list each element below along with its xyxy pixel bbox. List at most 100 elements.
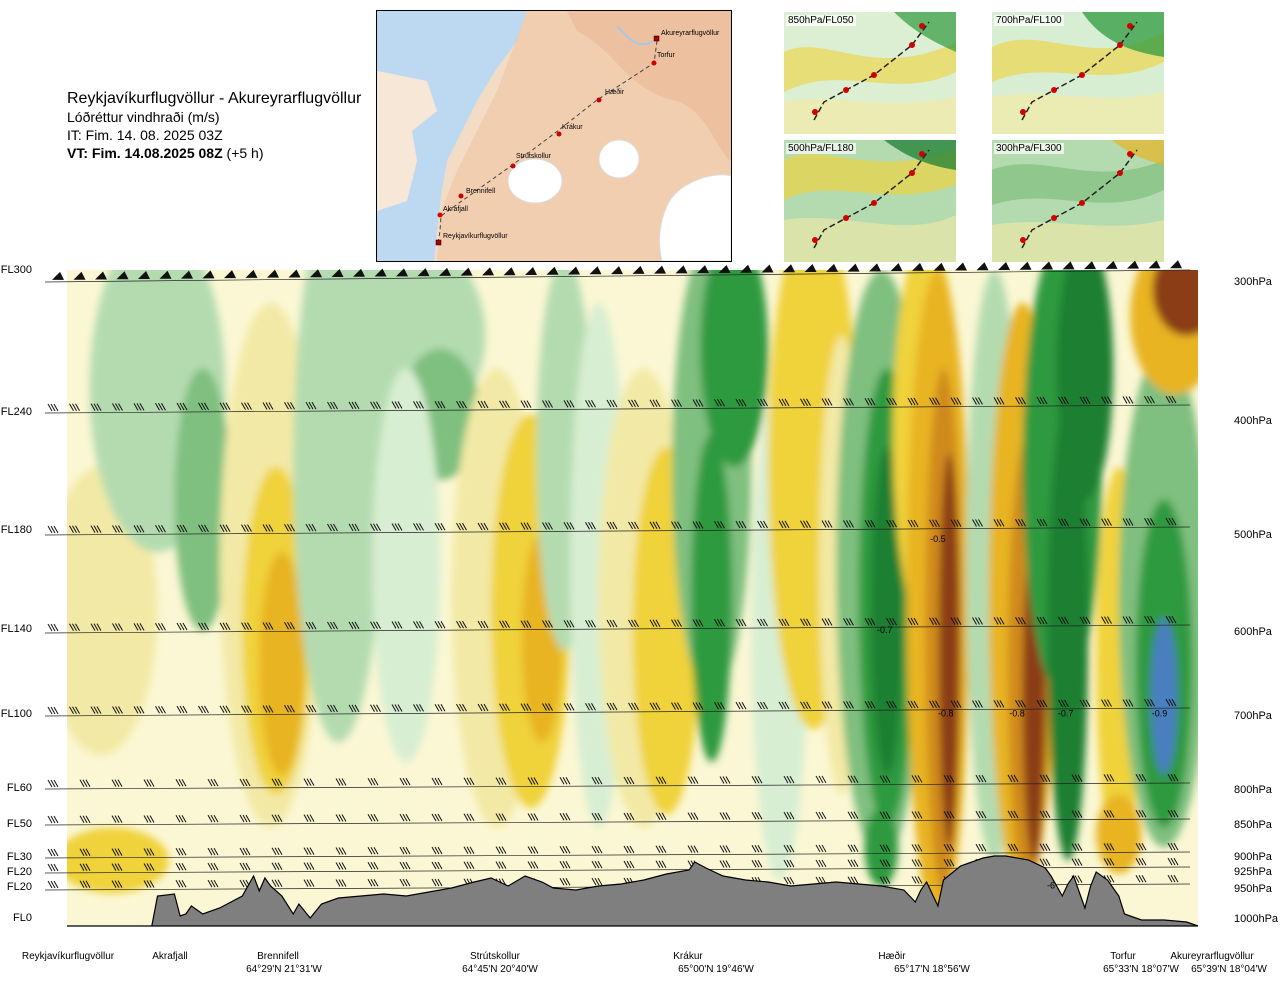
wind-barb xyxy=(370,523,381,531)
barb-level-line xyxy=(44,624,1191,634)
wind-barb xyxy=(761,264,774,273)
wind-barb xyxy=(800,398,811,406)
wind-barb xyxy=(671,521,682,529)
panel-500hpa-svg xyxy=(784,140,956,262)
pressure-axis: 300hPa 400hPa 500hPa 600hPa 700hPa 800hPa 850h… xyxy=(1234,276,1279,925)
wind-barb xyxy=(714,521,725,529)
wind-barb xyxy=(47,779,59,788)
wind-barb xyxy=(284,622,295,630)
contour-value-label: -6 xyxy=(1047,881,1055,891)
wind-barb xyxy=(460,267,473,276)
wind-barb xyxy=(843,701,854,709)
wind-barb xyxy=(591,877,603,886)
panel-300hpa-label: 300hPa/FL300 xyxy=(994,143,1064,154)
wind-barb xyxy=(239,847,251,856)
wind-barb xyxy=(503,267,516,276)
wind-barb xyxy=(843,618,854,626)
wind-barb xyxy=(1007,810,1019,819)
contour-value-label: -0.8 xyxy=(938,708,954,718)
wind-barb xyxy=(714,399,725,407)
wind-barb xyxy=(1071,843,1083,851)
wind-barb xyxy=(821,398,833,406)
valid-time: VT: Fim. 14.08.2025 08Z (+5 h) xyxy=(67,144,361,162)
wind-barb xyxy=(687,776,699,784)
wind-barb xyxy=(1019,261,1032,270)
wind-barb xyxy=(133,706,145,714)
field-cell xyxy=(259,552,305,776)
wind-barb xyxy=(864,397,876,406)
wind-barb xyxy=(1167,842,1179,851)
field-cell xyxy=(372,368,441,762)
wind-barb xyxy=(718,264,731,273)
wind-barb xyxy=(735,701,747,710)
wind-barb xyxy=(1058,396,1069,405)
wind-barb xyxy=(993,519,1005,527)
map-label-reykjavik: Reykjavíkurflugvöllur xyxy=(443,233,508,240)
wind-barb xyxy=(374,268,387,277)
wind-barb xyxy=(239,778,251,787)
wind-barb xyxy=(1036,518,1048,527)
field-cell xyxy=(174,368,231,631)
wind-barb xyxy=(714,702,725,710)
wind-barb xyxy=(815,844,827,853)
barb-level-line xyxy=(44,782,1191,790)
wind-barb xyxy=(288,269,301,278)
wind-barb xyxy=(133,525,145,533)
wind-barb xyxy=(1058,616,1069,625)
wind-barb xyxy=(1101,518,1112,526)
wind-barb xyxy=(159,270,172,279)
wind-barb xyxy=(719,776,731,784)
wind-barb xyxy=(241,524,252,532)
wind-barb xyxy=(692,521,704,529)
wind-barb xyxy=(434,522,446,531)
wind-barb xyxy=(47,403,59,412)
wind-barb xyxy=(735,618,747,627)
wind-barb xyxy=(391,621,403,629)
wind-barb xyxy=(879,775,891,783)
flight-level-tick: FL180 xyxy=(1,524,32,536)
wind-barb xyxy=(79,863,91,872)
wind-barb xyxy=(47,815,59,824)
wind-barb xyxy=(591,812,603,821)
wind-barb xyxy=(348,704,360,713)
wind-barb xyxy=(751,776,763,784)
wind-barb xyxy=(542,620,553,628)
wind-barb xyxy=(847,775,859,784)
wind-barb xyxy=(783,844,795,853)
wind-barb xyxy=(391,704,403,712)
wind-barb xyxy=(972,397,983,405)
wind-barb xyxy=(305,401,317,410)
wind-barb xyxy=(111,815,123,823)
wind-barb xyxy=(623,845,635,854)
valid-time-value: VT: Fim. 14.08.2025 08Z xyxy=(67,145,223,161)
wind-barb xyxy=(90,706,102,714)
wind-barb xyxy=(757,701,768,710)
panel-850hpa: 850hPa/FL050 xyxy=(784,12,956,134)
wind-barb xyxy=(778,701,790,710)
wind-barb xyxy=(591,845,603,854)
wind-barb xyxy=(692,702,704,710)
wind-barb xyxy=(1007,843,1019,852)
map-marker-krakur xyxy=(556,131,562,137)
wind-barb xyxy=(47,863,59,872)
wind-barb xyxy=(176,524,188,533)
wind-barb xyxy=(692,399,704,407)
wind-barb xyxy=(413,621,424,629)
wind-barb xyxy=(847,859,859,868)
map-label-torfur: Torfur xyxy=(657,52,676,59)
wind-barb xyxy=(367,778,379,786)
wind-barb xyxy=(907,700,919,709)
wind-barb xyxy=(1105,260,1118,269)
wind-barb xyxy=(463,846,475,855)
wind-barb xyxy=(155,705,166,714)
wind-barb xyxy=(399,846,411,855)
wind-barb xyxy=(47,525,59,534)
wind-barb xyxy=(52,271,64,280)
wind-barb xyxy=(719,845,731,853)
pressure-level-tick: 800hPa xyxy=(1234,784,1273,796)
wind-barb xyxy=(239,862,251,871)
field-cell xyxy=(700,270,769,467)
wind-barb xyxy=(207,778,219,787)
route-title: Reykjavíkurflugvöllur - Akureyrarflugvöl… xyxy=(67,90,362,107)
wind-barb xyxy=(176,705,188,714)
